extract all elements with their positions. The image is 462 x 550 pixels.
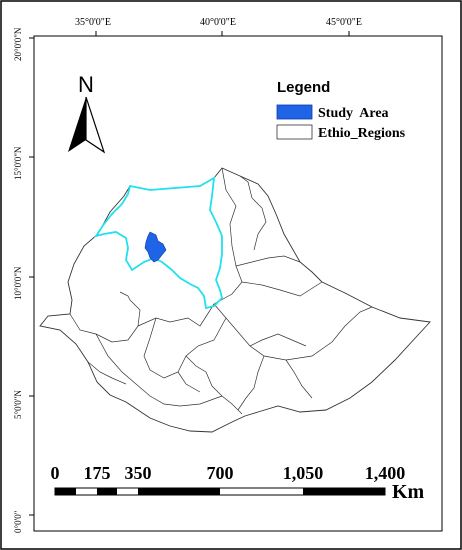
legend-swatch-study-area	[276, 104, 313, 120]
scale-label: 0	[51, 463, 60, 483]
scale-label: 700	[207, 463, 234, 483]
study-area	[144, 231, 167, 263]
region-boundaries	[69, 167, 373, 415]
map-neatline	[33, 35, 443, 532]
scale-bar: 0 175 350 700 1,050 1,400 Km	[51, 463, 425, 503]
latitude-label: 15°0'0"N	[13, 146, 23, 180]
longitude-label: 45°0'0"E	[326, 17, 362, 28]
latitude-label: 20°0'0"N	[13, 27, 23, 61]
legend-title: Legend	[277, 79, 330, 96]
ethiopia-outline	[39, 167, 431, 433]
scale-unit: Km	[392, 481, 425, 503]
scale-bar-segment	[138, 488, 220, 495]
north-arrow-icon	[68, 96, 106, 154]
legend: Legend Study Area Ethio_Regions	[276, 79, 406, 141]
longitude-label: 40°0'0"E	[200, 17, 236, 28]
highlighted-region	[93, 176, 223, 310]
latitude-label: 10°0'0"N	[13, 266, 23, 300]
latitude-label: 0°0'0"	[13, 510, 23, 533]
scale-bar-segment	[97, 488, 117, 495]
north-label: N	[78, 72, 94, 97]
legend-label-ethio-regions: Ethio_Regions	[318, 126, 406, 141]
legend-swatch-ethio-regions	[276, 124, 313, 140]
latitude-ticks	[29, 37, 34, 516]
legend-label-study-area: Study Area	[318, 106, 389, 121]
longitude-label: 35°0'0"E	[75, 17, 111, 28]
scale-label: 350	[125, 463, 152, 483]
longitude-ticks	[95, 31, 350, 36]
latitude-label: 5°0'0"N	[13, 390, 23, 419]
scale-label: 1,400	[365, 463, 406, 483]
scale-label: 175	[84, 463, 111, 483]
scale-bar-segment	[55, 488, 76, 495]
scale-bar-segment	[303, 488, 385, 495]
scale-label: 1,050	[283, 463, 324, 483]
